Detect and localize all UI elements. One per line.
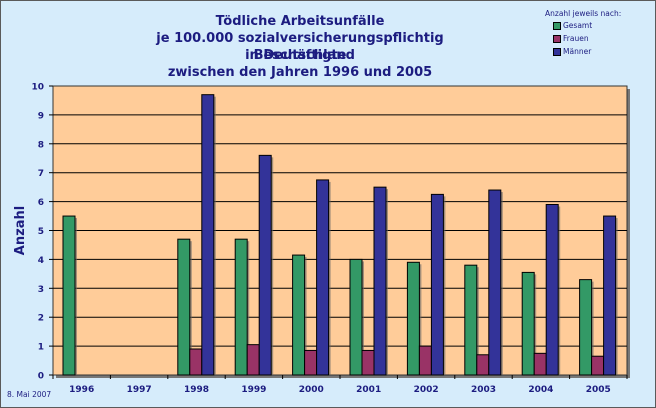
bar-2004-maenner — [545, 203, 559, 376]
bar-1998-maenner — [201, 94, 215, 376]
x-tick-label: 2005 — [586, 385, 611, 395]
y-tick-label: 4 — [38, 256, 44, 266]
bar-1998-frauen — [189, 348, 203, 376]
bar-1996-gesamt — [62, 215, 76, 376]
legend-label-maenner: Männer — [563, 47, 592, 56]
bar-1998-gesamt — [177, 238, 191, 376]
x-tick-label: 1999 — [241, 385, 266, 395]
bar-2002-frauen — [418, 345, 432, 376]
legend-swatch-gesamt — [553, 22, 561, 30]
bar-1999-gesamt — [234, 238, 248, 376]
chart-title-line-1: Tödliche Arbeitsunfälle — [215, 14, 385, 29]
x-tick-label: 1996 — [69, 385, 94, 395]
y-tick-label: 1 — [38, 343, 44, 353]
chart-title-line-3: in Deutschland — [245, 48, 355, 63]
legend-swatch-frauen — [553, 35, 561, 43]
legend-swatch-maenner — [553, 48, 561, 56]
chart-title-line-2: je 100.000 sozialversicherungspflichtig … — [156, 31, 444, 63]
bar-2004-gesamt — [521, 271, 535, 376]
chart-legend: Anzahl jeweils nach: Gesamt Frauen Männe… — [545, 9, 649, 61]
legend-label-gesamt: Gesamt — [563, 21, 593, 30]
bar-1999-frauen — [246, 344, 260, 376]
bar-2000-gesamt — [292, 254, 306, 376]
x-tick-label: 1997 — [127, 385, 152, 395]
y-tick-label: 7 — [38, 169, 44, 179]
x-tick-label: 2003 — [471, 385, 496, 395]
bar-2004-frauen — [533, 352, 547, 376]
x-tick-label: 2000 — [299, 385, 324, 395]
bar-2003-gesamt — [464, 264, 478, 376]
y-tick-label: 2 — [38, 314, 44, 324]
bar-2001-gesamt — [349, 258, 363, 376]
y-tick-label: 8 — [38, 140, 44, 150]
y-tick-label: 10 — [31, 83, 44, 93]
legend-label-frauen: Frauen — [563, 34, 589, 43]
bar-2000-maenner — [316, 179, 330, 376]
x-tick-label: 2002 — [414, 385, 439, 395]
y-tick-label: 9 — [38, 111, 44, 121]
x-tick-label: 2004 — [528, 385, 553, 395]
y-tick-label: 0 — [38, 372, 44, 382]
bar-1999-maenner — [258, 154, 272, 376]
bar-2002-maenner — [430, 193, 444, 376]
bar-2005-gesamt — [579, 279, 593, 376]
y-tick-label: 5 — [38, 227, 44, 237]
bar-2005-maenner — [603, 215, 617, 376]
legend-header: Anzahl jeweils nach: — [545, 9, 622, 18]
y-axis-title: Anzahl — [13, 206, 28, 255]
bar-2001-maenner — [373, 186, 387, 376]
date-footnote: 8. Mai 2007 — [7, 390, 52, 399]
x-tick-label: 1998 — [184, 385, 209, 395]
chart-title-line-4: zwischen den Jahren 1996 und 2005 — [167, 65, 433, 80]
x-tick-label: 2001 — [356, 385, 381, 395]
y-tick-label: 6 — [38, 198, 44, 208]
bar-2000-frauen — [304, 349, 318, 376]
bar-2005-frauen — [591, 355, 605, 376]
bar-2003-maenner — [488, 189, 502, 376]
bar-2002-gesamt — [406, 261, 420, 376]
bar-2003-frauen — [476, 354, 490, 376]
y-tick-label: 3 — [38, 285, 44, 295]
bar-2001-frauen — [361, 349, 375, 376]
